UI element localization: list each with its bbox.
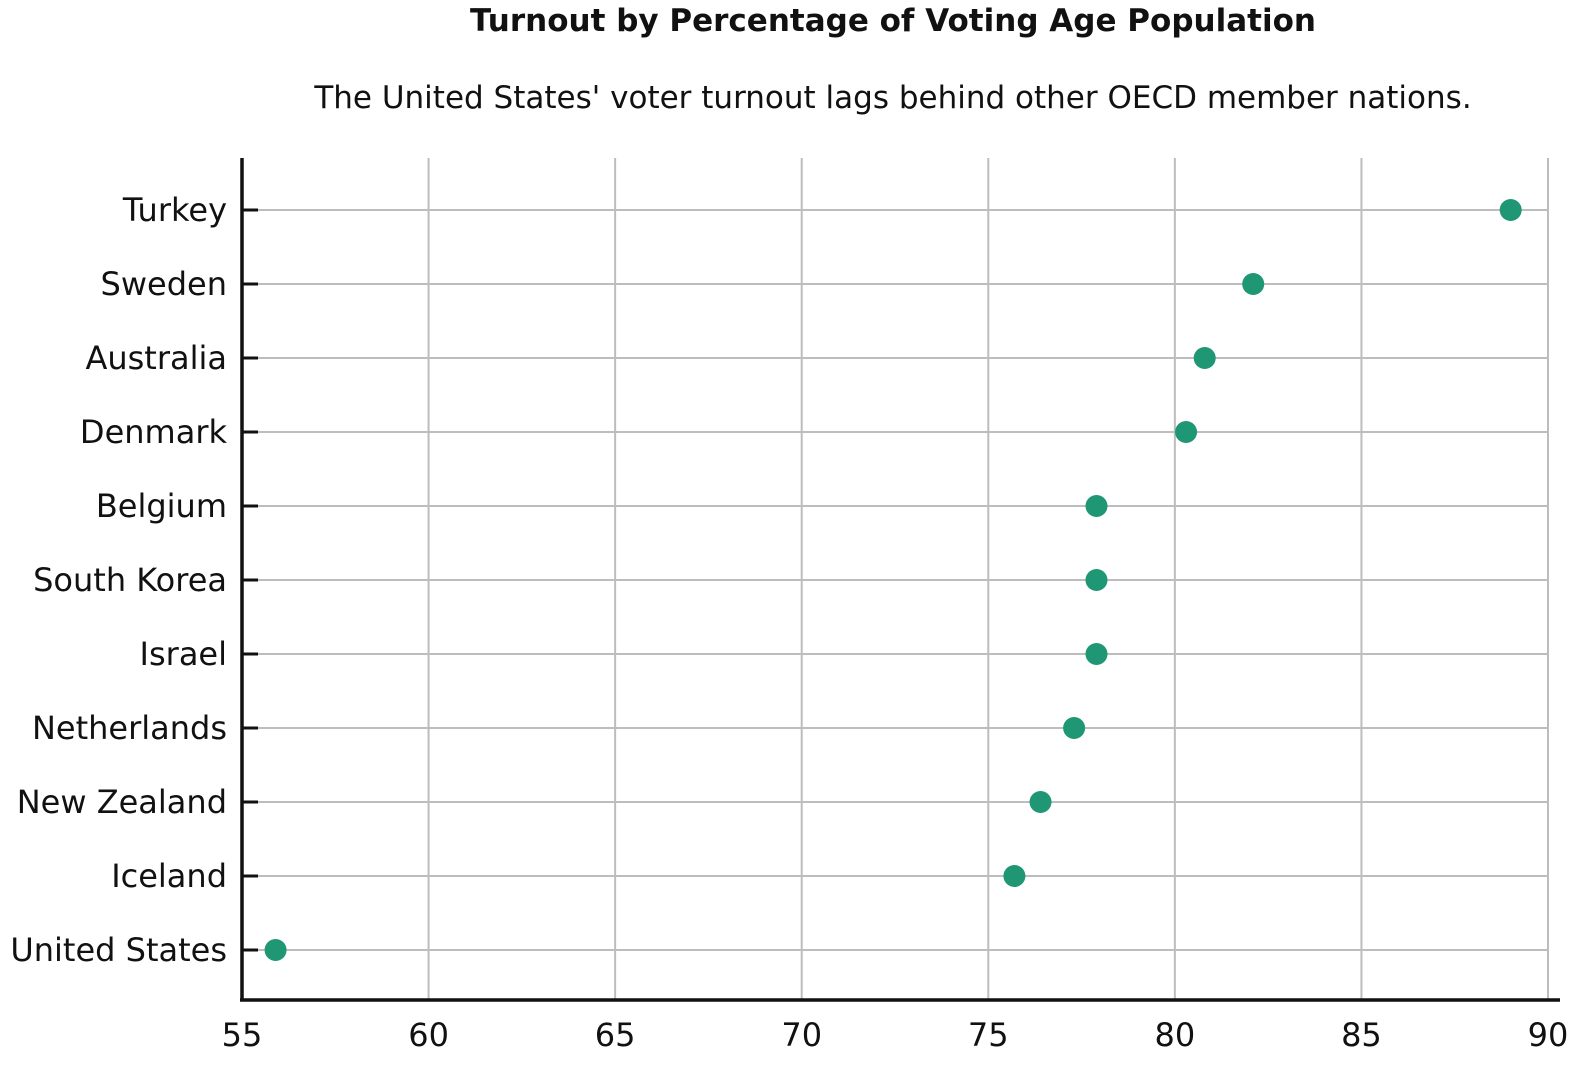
- data-point: [265, 939, 287, 961]
- x-tick-label: 70: [781, 1016, 822, 1054]
- data-point: [1500, 199, 1522, 221]
- y-tick-label: South Korea: [33, 561, 227, 599]
- chart-subtitle: The United States' voter turnout lags be…: [313, 80, 1471, 116]
- chart-title: Turnout by Percentage of Voting Age Popu…: [470, 3, 1316, 39]
- x-tick-labels: 55 60 65 70 75 80 85 90: [222, 1016, 1569, 1054]
- x-tick-label: 60: [408, 1016, 449, 1054]
- y-tick-label: Sweden: [101, 265, 227, 303]
- y-tick-label: Denmark: [80, 413, 228, 451]
- data-point: [1242, 273, 1264, 295]
- y-tick-label: Australia: [85, 339, 227, 377]
- y-tick-label: Turkey: [122, 191, 227, 229]
- data-point: [1063, 717, 1085, 739]
- y-tick-label: Netherlands: [32, 709, 227, 747]
- x-tick-label: 55: [222, 1016, 263, 1054]
- data-point: [1085, 643, 1107, 665]
- data-point: [1003, 865, 1025, 887]
- x-tick-label: 75: [968, 1016, 1009, 1054]
- data-point: [1085, 569, 1107, 591]
- y-tick-label: United States: [10, 931, 227, 969]
- x-tick-label: 85: [1341, 1016, 1382, 1054]
- grid-lines: [242, 158, 1548, 1000]
- data-point: [1194, 347, 1216, 369]
- axis-ticks: [242, 210, 258, 950]
- data-point: [1175, 421, 1197, 443]
- y-tick-label: Belgium: [96, 487, 227, 525]
- y-tick-label: Israel: [140, 635, 227, 673]
- y-tick-labels: Turkey Sweden Australia Denmark Belgium South…: [10, 191, 227, 969]
- x-tick-label: 90: [1528, 1016, 1569, 1054]
- y-tick-label: Iceland: [111, 857, 227, 895]
- x-tick-label: 80: [1154, 1016, 1195, 1054]
- x-tick-label: 65: [595, 1016, 636, 1054]
- data-point: [1030, 791, 1052, 813]
- data-point: [1085, 495, 1107, 517]
- y-tick-label: New Zealand: [17, 783, 227, 821]
